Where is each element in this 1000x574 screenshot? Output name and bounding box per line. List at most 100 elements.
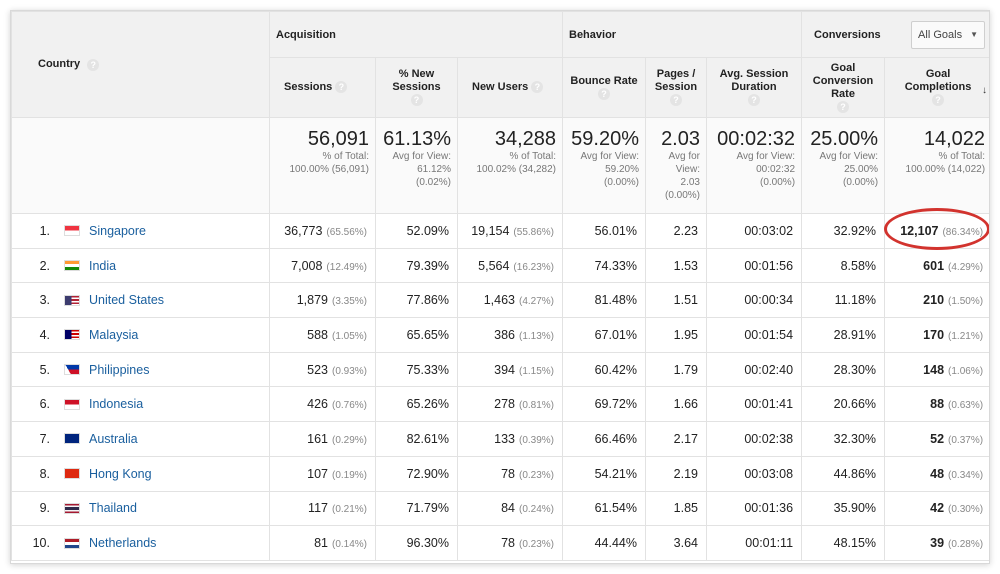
avg-duration-cell: 00:03:02 — [705, 213, 803, 249]
row-index: 10. — [32, 536, 50, 551]
table-row: 6. Indonesia 426 (0.76%) 65.26% 278 (0.81%) 69.… — [11, 386, 989, 423]
country-link[interactable]: Australia — [89, 431, 138, 446]
column-header-pages-session[interactable]: Pages / Session? — [645, 57, 707, 118]
pages-session-cell: 1.79 — [645, 351, 707, 388]
table-row: 3. United States 1,879 (3.35%) 77.86% 1,463 (4… — [11, 282, 989, 319]
new-users-cell: 394 (1.15%) — [457, 351, 563, 388]
column-header-country[interactable]: Country ? — [11, 11, 270, 118]
sessions-percent: (0.14%) — [331, 539, 367, 551]
sort-descending-icon[interactable]: ↓ — [982, 85, 988, 96]
column-header-avg-duration[interactable]: Avg. Session Duration? — [705, 57, 803, 118]
sessions-value: 36,773 — [284, 223, 323, 238]
total-caption: (0.00%) — [603, 177, 639, 188]
avg-duration-cell: 00:02:38 — [705, 421, 803, 457]
total-caption: Avg for — [668, 151, 701, 162]
in-flag-icon — [64, 260, 80, 272]
help-icon[interactable]: ? — [598, 87, 610, 100]
new-users-header-label: New Users — [472, 81, 529, 93]
help-icon[interactable]: ? — [87, 58, 100, 71]
bounce-rate-cell: 44.44% — [562, 525, 646, 561]
goal-rate-cell: 28.91% — [801, 317, 886, 353]
total-caption: 100.00% (14,022) — [905, 164, 986, 175]
help-icon[interactable]: ? — [670, 94, 682, 107]
country-link[interactable]: Philippines — [89, 362, 150, 377]
country-link[interactable]: Hong Kong — [89, 466, 152, 481]
goal-completions-percent: (0.34%) — [948, 469, 984, 481]
goal-completions-cell: 48 (0.34%) — [884, 455, 989, 492]
new-sessions-header-label: % New Sessions — [392, 68, 441, 93]
sessions-cell: 36,773 (65.56%) — [269, 213, 376, 249]
sg-flag-icon — [64, 225, 80, 237]
country-link[interactable]: Thailand — [89, 501, 137, 516]
total-new-users: 34,288% of Total: 100.02% (34,282) — [457, 117, 563, 214]
help-icon[interactable]: ? — [410, 94, 423, 107]
pages-session-cell: 2.23 — [645, 213, 707, 249]
new-users-cell: 386 (1.13%) — [457, 317, 563, 353]
new-sessions-cell: 65.26% — [375, 386, 458, 423]
new-users-percent: (1.13%) — [518, 330, 554, 342]
new-sessions-cell: 72.90% — [375, 455, 458, 492]
sessions-cell: 81 (0.14%) — [269, 525, 376, 561]
avg-duration-header-label: Avg. Session Duration — [719, 68, 789, 93]
new-users-cell: 133 (0.39%) — [457, 421, 563, 457]
column-header-new-sessions[interactable]: % New Sessions? — [375, 57, 458, 118]
column-header-goal-rate[interactable]: Goal Conversion Rate? — [801, 57, 886, 118]
table-row: 5. Philippines 523 (0.93%) 75.33% 394 (1.15%) 6… — [11, 351, 989, 388]
new-users-percent: (0.24%) — [518, 504, 554, 516]
pages-session-cell: 1.66 — [645, 386, 707, 423]
new-users-cell: 84 (0.24%) — [457, 490, 563, 527]
country-link[interactable]: United States — [89, 293, 165, 308]
totals-row: 56,091% of Total: 100.00% (56,091) 61.13%… — [11, 117, 989, 214]
row-index: 8. — [39, 466, 50, 481]
help-icon[interactable]: ? — [748, 94, 761, 107]
country-link[interactable]: Malaysia — [89, 327, 139, 342]
total-value: 14,022 — [923, 128, 986, 150]
sessions-value: 426 — [307, 397, 328, 412]
goal-rate-cell: 20.66% — [801, 386, 886, 423]
total-goal-rate: 25.00% Avg for View: 25.00% (0.00%) — [801, 117, 886, 214]
new-users-percent: (55.86%) — [513, 226, 554, 238]
sessions-cell: 523 (0.93%) — [269, 351, 376, 388]
help-icon[interactable]: ? — [837, 100, 850, 113]
pages-session-cell: 1.95 — [645, 317, 707, 353]
table-row: 2. India 7,008 (12.49%) 79.39% 5,564 (16.23%) 7… — [11, 247, 989, 284]
sessions-value: 7,008 — [291, 258, 323, 273]
column-header-goal-completions[interactable]: Goal Completions? ↓ — [884, 57, 989, 118]
new-users-value: 78 — [501, 466, 515, 481]
total-caption: 2.03 — [680, 177, 700, 188]
sessions-percent: (12.49%) — [326, 261, 367, 273]
country-cell: 5. Philippines — [11, 351, 270, 388]
pages-session-cell: 1.51 — [645, 282, 707, 319]
row-index: 6. — [39, 397, 50, 412]
goal-completions-percent: (0.30%) — [948, 504, 984, 516]
column-header-sessions[interactable]: Sessions ? — [269, 57, 376, 118]
bounce-rate-cell: 81.48% — [562, 282, 646, 319]
column-header-bounce-rate[interactable]: Bounce Rate? — [562, 57, 646, 118]
goal-completions-percent: (1.06%) — [948, 365, 984, 377]
total-value: 34,288 — [494, 128, 556, 150]
bounce-rate-cell: 67.01% — [562, 317, 646, 353]
row-index: 5. — [39, 362, 50, 377]
total-value: 61.13% — [383, 128, 451, 150]
help-icon[interactable]: ? — [531, 81, 544, 94]
ph-flag-icon — [64, 364, 80, 376]
total-caption: Avg for View: — [392, 151, 451, 162]
country-report-table: Country ? Acquisition Behavior Conversio… — [11, 11, 989, 561]
country-link[interactable]: Indonesia — [89, 397, 144, 412]
new-sessions-cell: 96.30% — [375, 525, 458, 561]
country-link[interactable]: India — [89, 258, 117, 273]
bounce-rate-cell: 74.33% — [562, 247, 646, 284]
goal-select-dropdown[interactable]: All Goals ▼ — [911, 20, 986, 49]
new-users-percent: (0.23%) — [518, 539, 554, 551]
help-icon[interactable]: ? — [335, 81, 348, 94]
sessions-value: 107 — [307, 466, 328, 481]
country-link[interactable]: Netherlands — [89, 536, 157, 551]
new-users-percent: (0.23%) — [518, 469, 554, 481]
sessions-percent: (0.19%) — [331, 469, 367, 481]
column-header-new-users[interactable]: New Users ? — [457, 57, 563, 118]
new-users-value: 394 — [494, 362, 515, 377]
country-link[interactable]: Singapore — [89, 223, 146, 238]
help-icon[interactable]: ? — [932, 94, 945, 107]
total-caption: 59.20% — [605, 164, 639, 175]
total-caption: 61.12% — [417, 164, 451, 175]
